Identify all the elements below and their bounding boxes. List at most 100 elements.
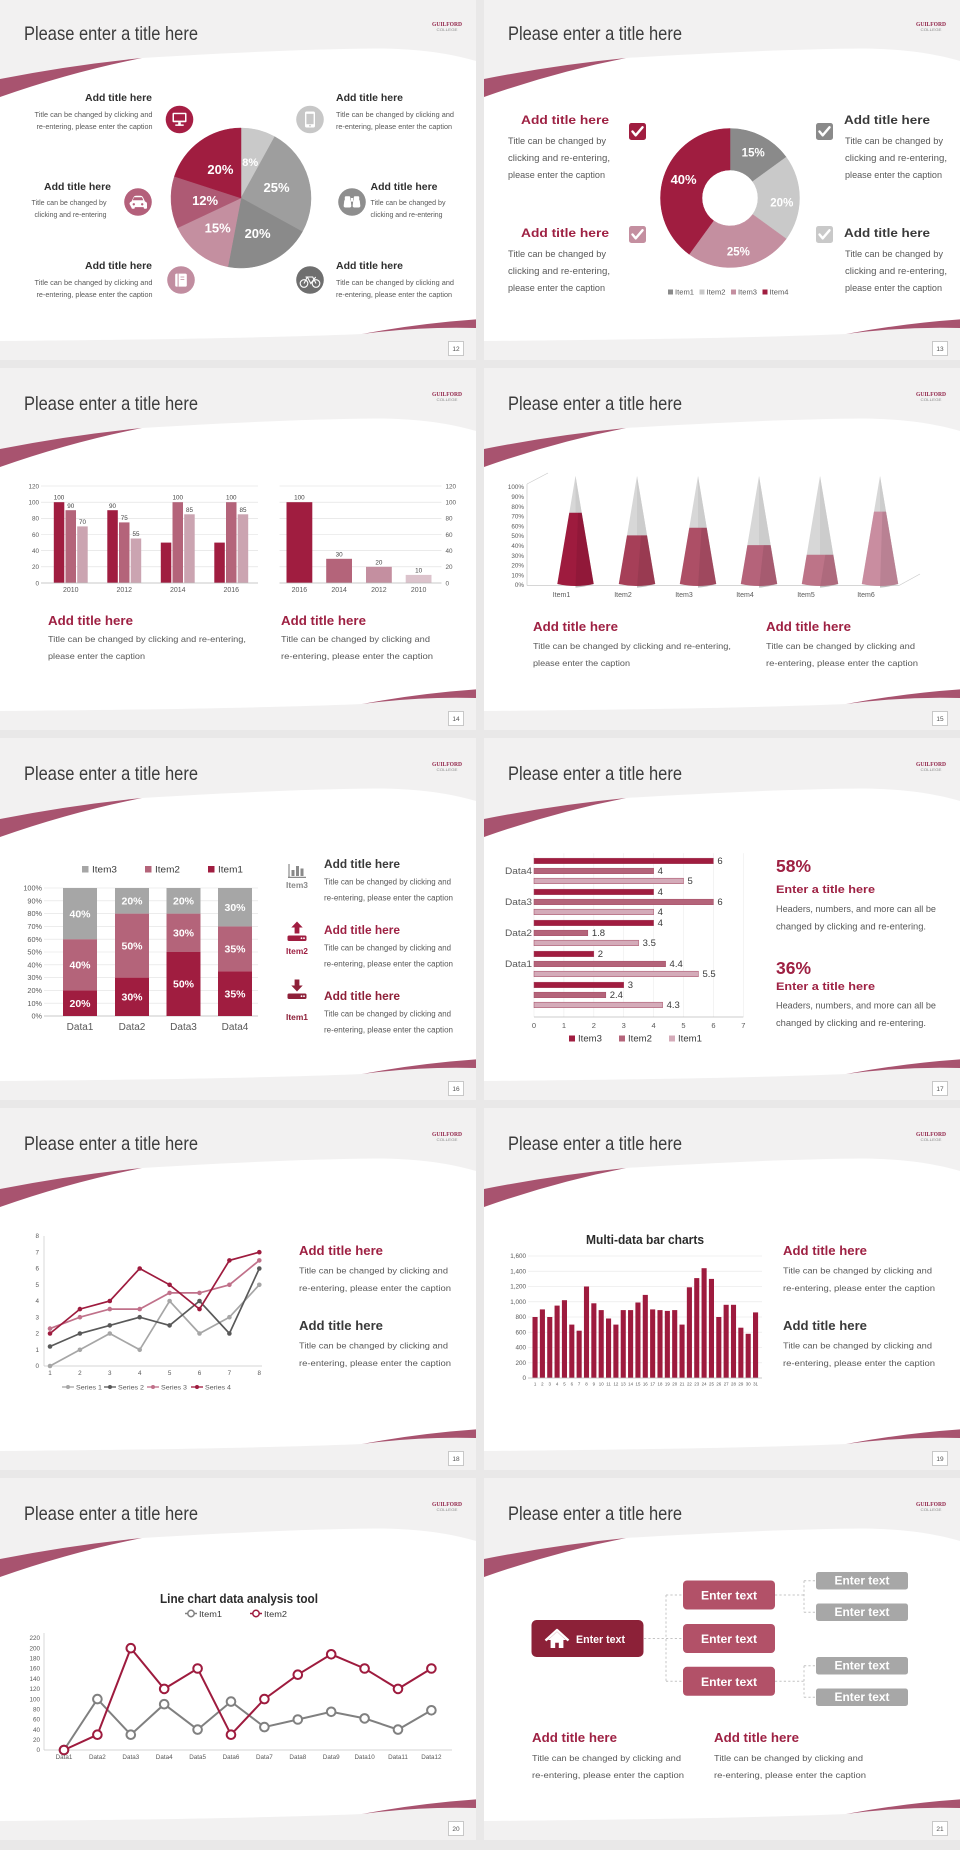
svg-text:re-entering, please enter the: re-entering, please enter the caption: [324, 894, 453, 903]
svg-text:Please enter a title here: Please enter a title here: [508, 23, 682, 45]
svg-text:5: 5: [35, 1282, 39, 1289]
svg-text:70: 70: [79, 519, 87, 526]
svg-text:Add title here: Add title here: [336, 260, 403, 272]
svg-text:changed by clicking and re-ent: changed by clicking and re-entering.: [776, 922, 926, 932]
svg-text:changed by clicking and re-ent: changed by clicking and re-entering.: [776, 1018, 926, 1028]
svg-text:please enter the caption: please enter the caption: [508, 283, 605, 293]
svg-text:70%: 70%: [511, 514, 524, 521]
svg-text:Data4: Data4: [222, 1022, 249, 1033]
svg-text:re-entering, please enter the: re-entering, please enter the caption: [783, 1358, 935, 1368]
svg-text:re-entering, please enter the: re-entering, please enter the caption: [299, 1358, 451, 1368]
svg-text:Data2: Data2: [89, 1754, 106, 1761]
svg-text:80%: 80%: [27, 909, 42, 918]
svg-text:12%: 12%: [192, 193, 218, 208]
svg-text:1.8: 1.8: [592, 928, 605, 939]
svg-text:COLLEGE: COLLEGE: [437, 1138, 459, 1142]
svg-text:13: 13: [936, 346, 944, 353]
svg-text:Add title here: Add title here: [324, 991, 400, 1003]
svg-text:Title can be changed by clicki: Title can be changed by clicking and: [35, 278, 153, 287]
svg-text:8: 8: [585, 1382, 588, 1387]
svg-text:Item3: Item3: [738, 288, 757, 297]
svg-text:85: 85: [239, 507, 247, 514]
svg-text:please enter the caption: please enter the caption: [508, 170, 605, 180]
svg-text:Add title here: Add title here: [714, 1731, 799, 1745]
svg-text:Data6: Data6: [223, 1754, 240, 1761]
svg-text:Title can be changed by clicki: Title can be changed by clicking and: [783, 1341, 932, 1351]
svg-text:2016: 2016: [292, 587, 308, 594]
svg-text:Add title here: Add title here: [371, 181, 438, 193]
svg-text:24: 24: [702, 1382, 707, 1387]
svg-text:0: 0: [35, 580, 39, 587]
svg-text:Enter text: Enter text: [835, 1661, 890, 1673]
svg-text:20%: 20%: [173, 896, 195, 908]
svg-text:Title can be changed by: Title can be changed by: [508, 249, 607, 259]
svg-text:90%: 90%: [27, 896, 42, 905]
svg-text:1: 1: [35, 1347, 39, 1354]
svg-text:35%: 35%: [224, 944, 246, 956]
svg-text:2: 2: [541, 1382, 544, 1387]
svg-text:60%: 60%: [27, 935, 42, 944]
svg-text:Data3: Data3: [505, 897, 532, 907]
svg-text:30: 30: [746, 1382, 751, 1387]
svg-text:clicking and re-entering: clicking and re-entering: [371, 210, 443, 219]
svg-text:220: 220: [29, 1635, 40, 1642]
svg-text:40: 40: [446, 548, 454, 555]
svg-text:COLLEGE: COLLEGE: [921, 1508, 943, 1512]
svg-text:3: 3: [549, 1382, 552, 1387]
svg-text:COLLEGE: COLLEGE: [437, 768, 459, 772]
svg-text:re-entering, please enter the: re-entering, please enter the caption: [336, 290, 452, 299]
svg-text:Add title here: Add title here: [281, 614, 366, 628]
svg-text:22: 22: [687, 1382, 692, 1387]
svg-text:Please enter a title here: Please enter a title here: [508, 1503, 682, 1525]
svg-text:Title can be changed by: Title can be changed by: [845, 136, 944, 146]
svg-text:0: 0: [36, 1747, 40, 1754]
svg-text:400: 400: [515, 1345, 526, 1352]
svg-text:4: 4: [652, 1021, 656, 1030]
svg-text:clicking and re-entering: clicking and re-entering: [35, 210, 107, 219]
svg-text:16: 16: [452, 1086, 460, 1093]
svg-text:200: 200: [29, 1645, 40, 1652]
svg-text:Data1: Data1: [56, 1754, 73, 1761]
svg-text:3: 3: [108, 1370, 112, 1377]
svg-text:13: 13: [621, 1382, 626, 1387]
svg-text:0: 0: [522, 1375, 526, 1382]
svg-text:2014: 2014: [170, 587, 186, 594]
svg-text:6: 6: [571, 1382, 574, 1387]
svg-text:20%: 20%: [511, 563, 524, 570]
svg-text:2014: 2014: [331, 587, 347, 594]
svg-text:5: 5: [681, 1021, 685, 1030]
svg-text:re-entering, please enter the: re-entering, please enter the caption: [532, 1770, 684, 1780]
svg-text:20%: 20%: [121, 896, 143, 908]
svg-text:Add title here: Add title here: [85, 92, 152, 104]
svg-text:90: 90: [67, 503, 75, 510]
svg-text:3: 3: [622, 1021, 626, 1030]
svg-text:re-entering, please enter the: re-entering, please enter the caption: [37, 122, 153, 131]
svg-text:60: 60: [446, 532, 454, 539]
svg-text:50%: 50%: [27, 948, 42, 957]
svg-text:40%: 40%: [671, 172, 697, 187]
svg-text:Enter text: Enter text: [701, 1589, 757, 1603]
svg-text:23: 23: [694, 1382, 699, 1387]
svg-text:Item3: Item3: [92, 865, 117, 876]
svg-text:Data2: Data2: [119, 1022, 146, 1033]
svg-text:Enter text: Enter text: [701, 1675, 757, 1689]
svg-text:0: 0: [532, 1021, 536, 1030]
svg-text:25%: 25%: [263, 180, 289, 195]
svg-text:GUILFORD: GUILFORD: [916, 761, 946, 768]
svg-text:12: 12: [452, 346, 460, 353]
svg-text:30%: 30%: [27, 973, 42, 982]
svg-text:18: 18: [452, 1456, 460, 1463]
svg-text:Add title here: Add title here: [44, 181, 111, 193]
svg-text:Add title here: Add title here: [533, 620, 618, 634]
svg-text:Add title here: Add title here: [85, 260, 152, 272]
svg-text:17: 17: [650, 1382, 655, 1387]
svg-text:4: 4: [138, 1370, 142, 1377]
svg-text:re-entering, please enter the: re-entering, please enter the caption: [324, 1026, 453, 1035]
svg-text:COLLEGE: COLLEGE: [921, 28, 943, 32]
svg-text:7: 7: [228, 1370, 232, 1377]
svg-text:100: 100: [446, 499, 457, 506]
svg-text:Title can be changed by clicki: Title can be changed by clicking and: [35, 110, 153, 119]
svg-text:GUILFORD: GUILFORD: [432, 761, 462, 768]
svg-text:5: 5: [168, 1370, 172, 1377]
svg-text:Data11: Data11: [388, 1754, 408, 1761]
